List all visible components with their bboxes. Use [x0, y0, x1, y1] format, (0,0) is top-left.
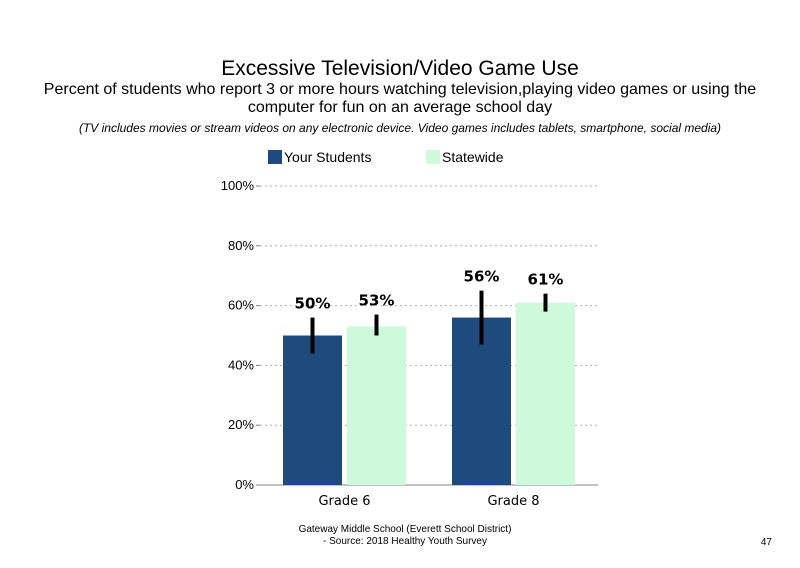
- data-label: 53%: [359, 292, 395, 310]
- y-tick-label: 80%: [228, 238, 254, 253]
- bar-statewide: [516, 302, 575, 485]
- bar-your-students: [283, 335, 342, 485]
- chart-note: (TV includes movies or stream videos on …: [78, 121, 722, 135]
- y-tick-label: 100%: [221, 178, 255, 193]
- bar-statewide: [347, 326, 406, 485]
- legend-item-your-students: Your Students: [268, 149, 371, 165]
- x-tick-label: Grade 8: [487, 494, 539, 509]
- y-tick-label: 40%: [228, 357, 254, 372]
- legend-label-your-students: Your Students: [284, 149, 372, 165]
- data-label: 56%: [464, 268, 500, 286]
- legend-label-statewide: Statewide: [442, 149, 504, 165]
- page-number: 47: [760, 537, 772, 548]
- data-label: 61%: [528, 271, 564, 289]
- y-tick-label: 20%: [228, 417, 254, 432]
- legend-swatch-statewide: [426, 150, 440, 164]
- footer: Gateway Middle School (Everett School Di…: [240, 524, 570, 548]
- legend-item-statewide: Statewide: [426, 149, 503, 165]
- footer-school: Gateway Middle School (Everett School Di…: [298, 524, 512, 535]
- chart-title: Excessive Television/Video Game Use: [221, 57, 579, 80]
- data-label: 50%: [295, 295, 331, 313]
- legend-swatch-your-students: [268, 150, 282, 164]
- y-tick-label: 60%: [228, 298, 254, 313]
- bar-your-students: [452, 317, 511, 485]
- y-tick-label: 0%: [235, 477, 254, 492]
- chart-subtitle: Percent of students who report 3 or more…: [43, 81, 757, 116]
- x-tick-label: Grade 6: [318, 494, 370, 509]
- footer-source: - Source: 2018 Healthy Youth Survey: [323, 536, 487, 547]
